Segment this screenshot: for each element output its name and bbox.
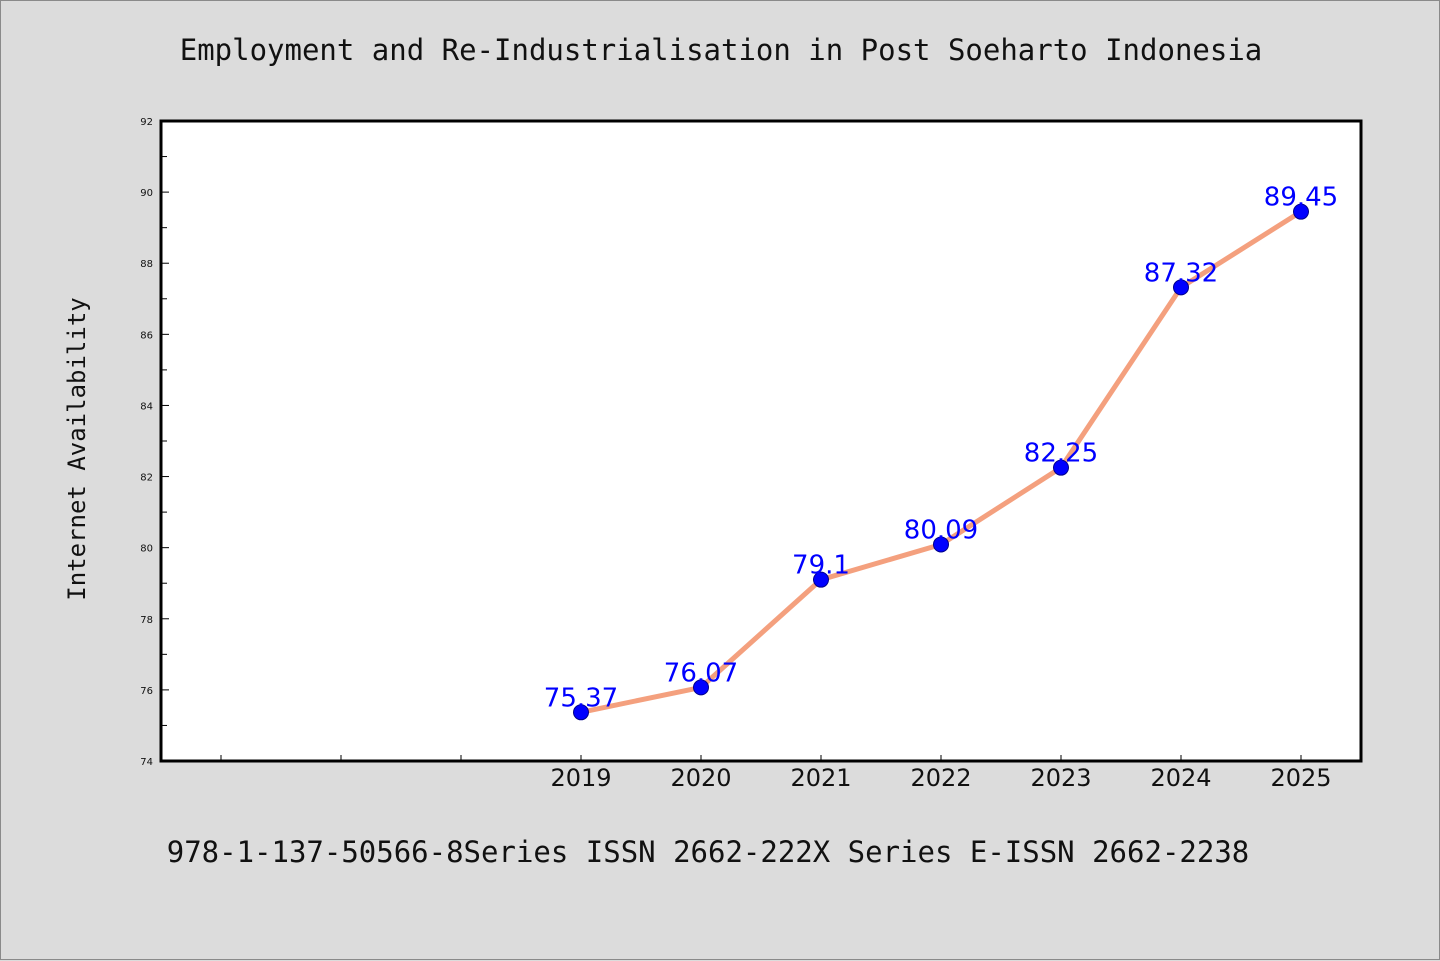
y-tick-label: 86 [140,330,153,341]
y-tick-label: 74 [140,757,153,768]
x-tick-label: 2025 [1270,764,1331,792]
data-value-label: 76.07 [664,658,738,688]
x-tick-label: 2024 [1150,764,1211,792]
x-tick-label: 2023 [1030,764,1091,792]
data-value-label: 82.25 [1024,439,1098,469]
data-point [933,536,949,553]
x-tick-label: 2021 [790,764,851,792]
y-tick-label: 84 [140,401,153,412]
y-tick-label: 92 [140,117,153,128]
y-tick-label: 90 [140,188,153,199]
y-tick-label: 78 [140,615,153,626]
x-axis-ticks: 2019 2020 2021 2022 2023 2024 2025 [220,755,1332,792]
data-value-label: 75.37 [544,683,618,713]
data-markers [573,203,1309,721]
data-point [573,704,589,721]
y-tick-label: 82 [140,473,153,484]
data-point [1173,279,1189,296]
y-tick-label: 88 [140,259,153,270]
footer-note: 978-1-137-50566-8Series ISSN 2662-222X S… [166,835,1250,869]
y-axis-label: Internet Availability [63,297,91,600]
data-value-label: 80.09 [904,515,978,545]
x-tick-label: 2019 [550,764,611,792]
plot-area [159,119,1363,763]
data-point [693,679,709,696]
data-point [1053,459,1069,476]
data-value-label: 89.45 [1264,183,1338,213]
data-point [1293,203,1309,220]
y-tick-label: 80 [140,544,153,555]
x-tick-label: 2020 [670,764,731,792]
data-value-label: 87.32 [1144,258,1218,288]
chart-title: Employment and Re-Industrialisation in P… [179,33,1263,67]
y-tick-label: 76 [140,686,153,697]
x-tick-label: 2022 [910,764,971,792]
data-labels: 75.37 76.07 79.1 80.09 82.25 87.32 89.45 [544,183,1338,714]
data-value-label: 79.1 [792,551,850,581]
y-axis-ticks: 74 76 78 80 82 84 86 88 90 92 [140,117,169,768]
data-point [813,571,829,588]
